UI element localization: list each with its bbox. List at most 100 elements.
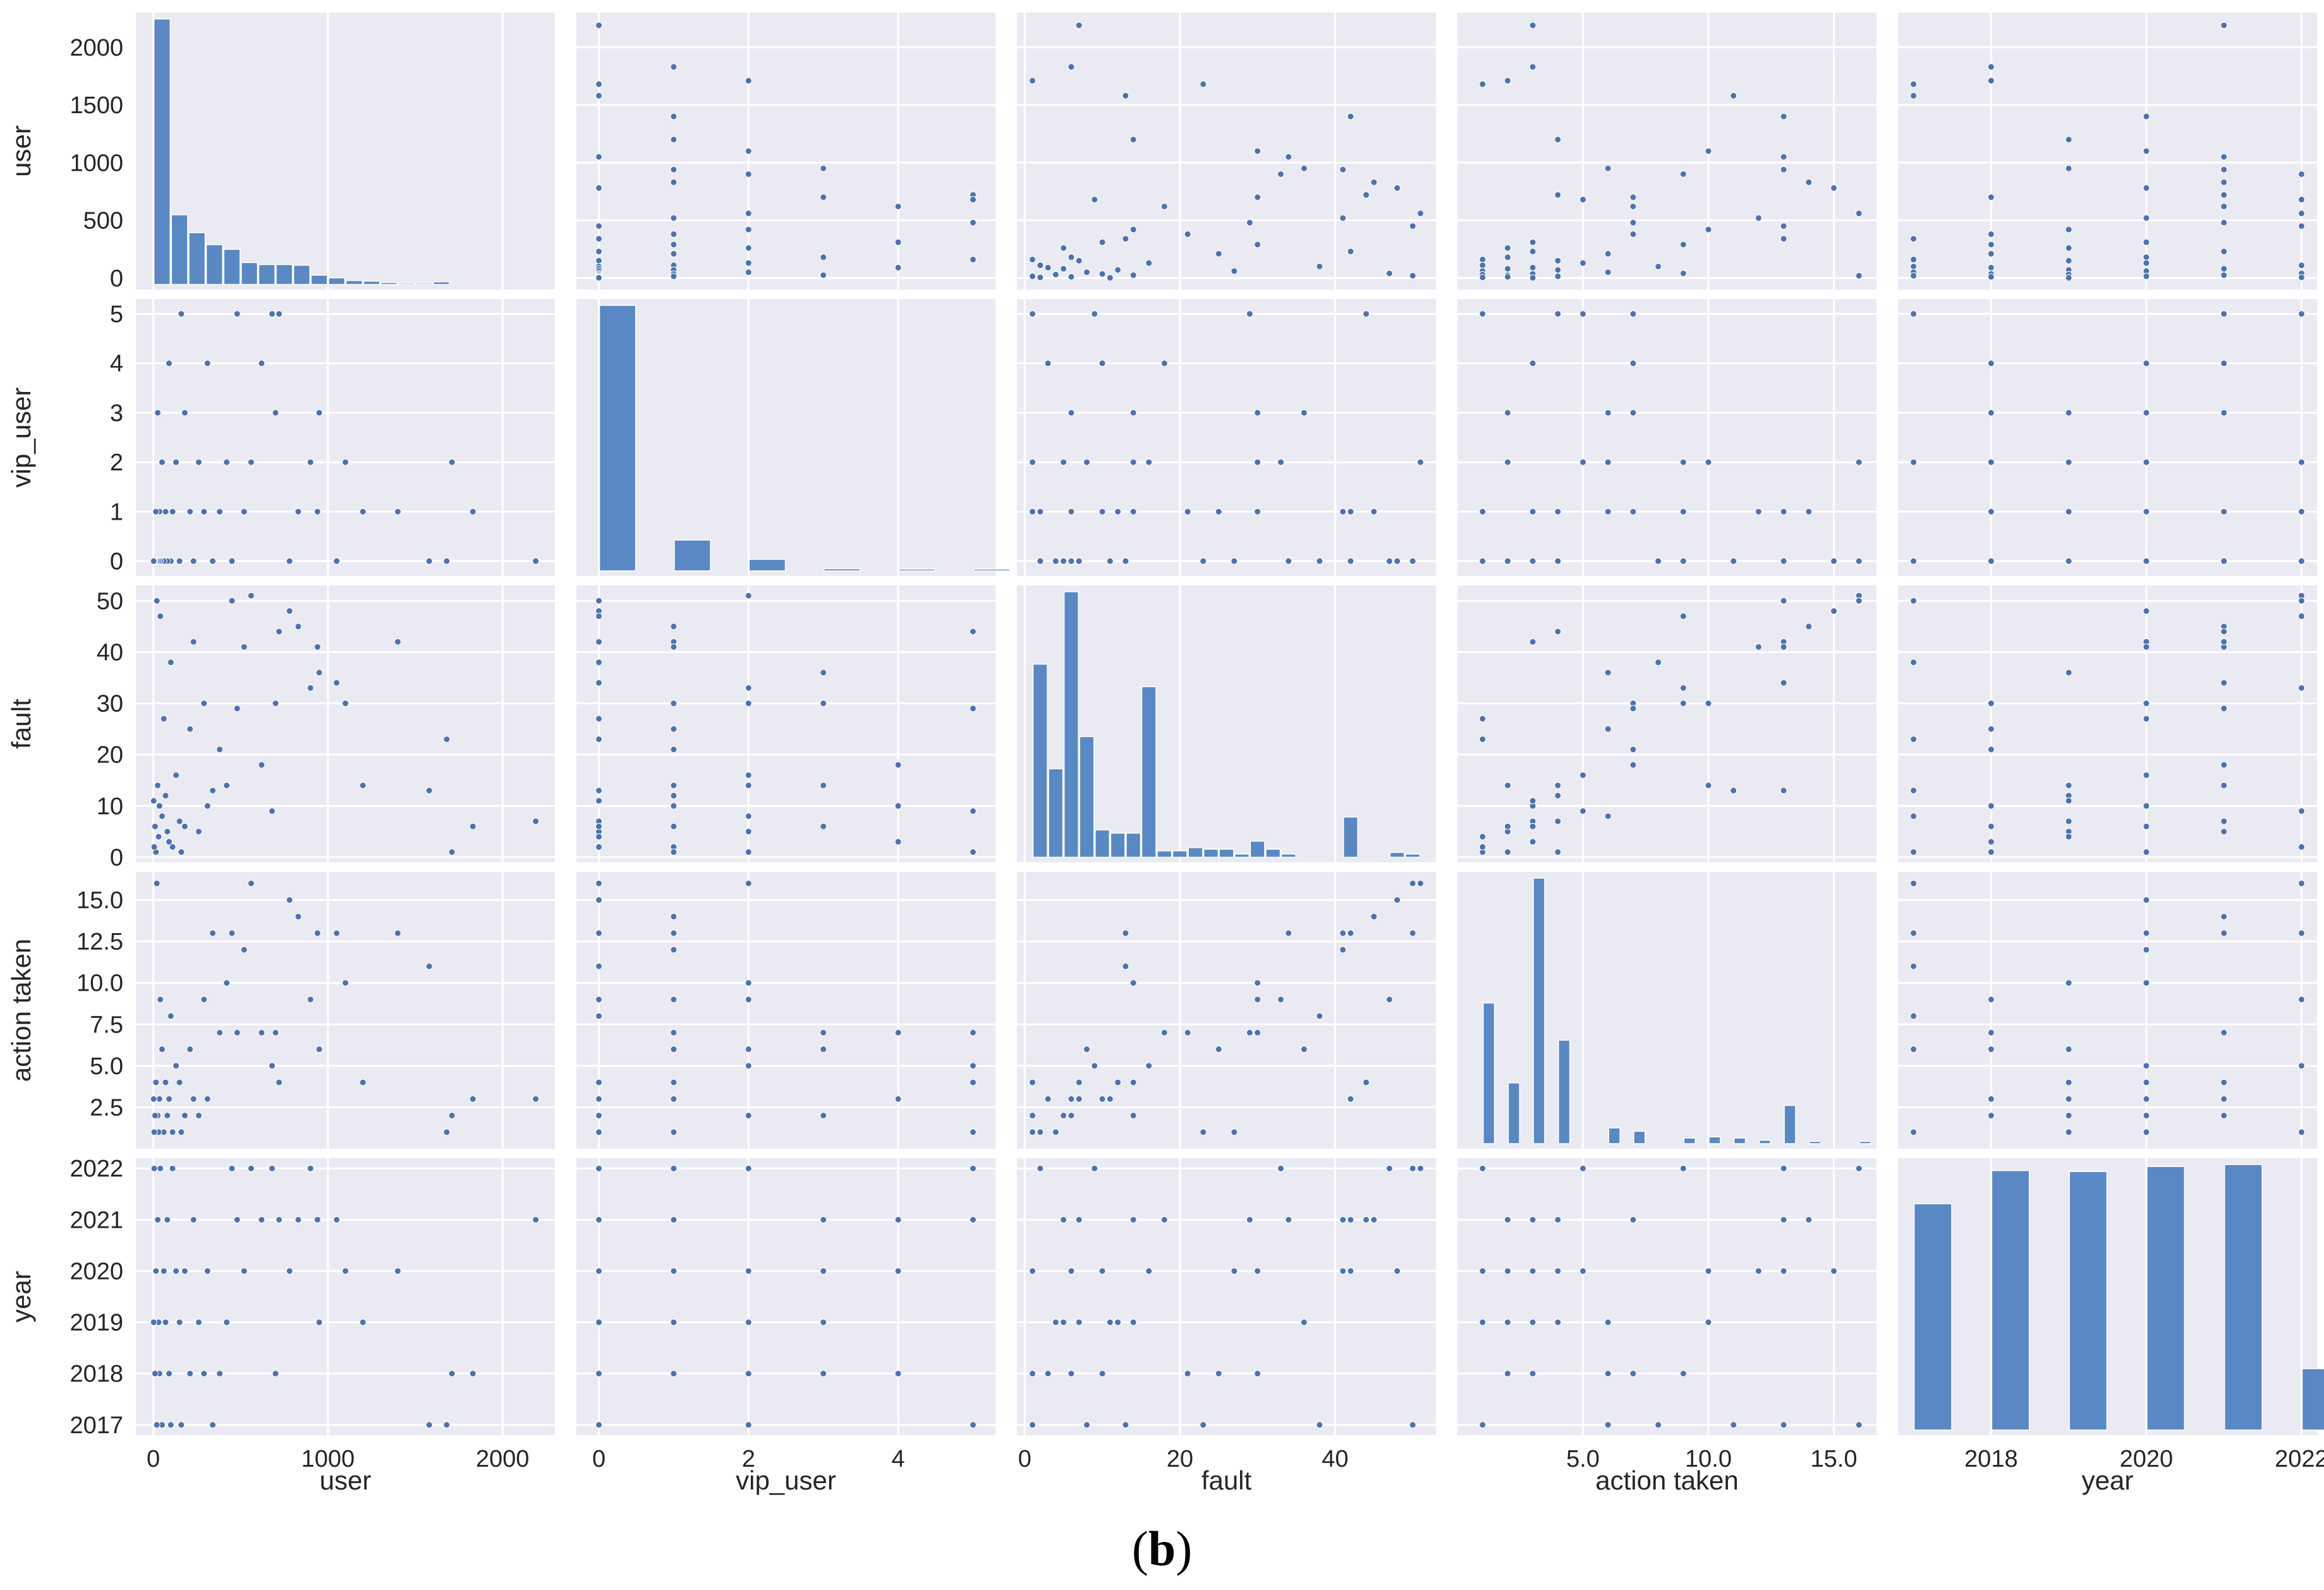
scatter-point	[1987, 409, 1995, 417]
scatter-point	[1629, 219, 1637, 226]
scatter-point	[154, 781, 162, 789]
scatter-point	[1780, 1216, 1787, 1223]
scatter-point	[1554, 628, 1562, 635]
scatter-point	[150, 1095, 157, 1103]
scatter-point	[595, 223, 603, 230]
scatter-point	[2297, 843, 2305, 851]
scatter-point	[745, 828, 752, 835]
histogram-bar	[1188, 847, 1203, 858]
scatter-point	[1755, 1267, 1762, 1275]
scatter-point	[1254, 241, 1262, 248]
panel-user-vs-fault	[1017, 13, 1436, 290]
y-tick-label: 10	[97, 793, 123, 820]
scatter-point	[1604, 725, 1612, 733]
scatter-point	[154, 409, 162, 417]
scatter-point	[1730, 1421, 1737, 1429]
scatter-point	[595, 638, 603, 645]
scatter-point	[1579, 771, 1587, 779]
scatter-point	[1604, 1421, 1612, 1429]
scatter-point	[969, 1165, 976, 1172]
panel-fault-vs-vip-user	[576, 585, 995, 862]
scatter-point	[1316, 1421, 1323, 1429]
scatter-point	[745, 879, 752, 887]
scatter-point	[200, 996, 208, 1003]
scatter-point	[1830, 184, 1838, 192]
scatter-point	[1504, 273, 1511, 281]
scatter-point	[595, 786, 603, 794]
histogram-bar	[1991, 1170, 2030, 1431]
histogram-bar	[1859, 1141, 1871, 1144]
scatter-point	[2065, 1095, 2072, 1103]
scatter-point	[178, 1128, 185, 1136]
scatter-point	[276, 1079, 283, 1086]
scatter-point	[894, 838, 902, 846]
scatter-point	[1037, 262, 1044, 269]
scatter-point	[1479, 262, 1487, 269]
scatter-point	[1655, 659, 1662, 666]
panel-background	[576, 13, 995, 290]
scatter-point	[209, 786, 217, 794]
scatter-point	[969, 196, 976, 204]
scatter-point	[1114, 508, 1122, 515]
scatter-point	[1579, 259, 1587, 267]
scatter-point	[595, 715, 603, 723]
histogram-bar	[276, 264, 293, 285]
scatter-point	[313, 508, 321, 515]
scatter-point	[2143, 823, 2150, 830]
scatter-point	[1254, 1370, 1262, 1378]
scatter-point	[670, 623, 678, 630]
histogram-bar	[310, 274, 328, 285]
scatter-point	[595, 235, 603, 243]
scatter-point	[2220, 705, 2228, 712]
scatter-point	[2065, 226, 2072, 233]
histogram-bar	[1281, 853, 1296, 858]
scatter-point	[1075, 257, 1083, 264]
scatter-point	[1122, 558, 1129, 565]
scatter-point	[820, 1112, 827, 1120]
panel-background	[136, 585, 555, 862]
scatter-point	[216, 746, 224, 754]
scatter-point	[1409, 272, 1416, 279]
scatter-point	[155, 833, 162, 840]
scatter-point	[670, 643, 678, 651]
scatter-point	[1855, 210, 1863, 217]
scatter-point	[670, 1370, 678, 1378]
scatter-point	[1529, 558, 1536, 565]
scatter-point	[469, 1370, 477, 1378]
scatter-point	[2297, 807, 2305, 815]
y-axis-label-year: year	[6, 1271, 36, 1323]
scatter-point	[1075, 21, 1083, 29]
scatter-point	[209, 558, 217, 565]
histogram-bar	[674, 539, 711, 572]
panel-background	[1017, 299, 1436, 576]
scatter-point	[216, 1029, 224, 1036]
scatter-point	[1129, 458, 1137, 466]
scatter-point	[595, 1370, 603, 1378]
scatter-point	[181, 1267, 188, 1275]
scatter-point	[2220, 409, 2228, 417]
scatter-point	[1416, 458, 1424, 466]
x-tick-label: 4	[892, 1446, 905, 1472]
panel-action-taken-vs-fault	[1017, 872, 1436, 1149]
scatter-point	[2220, 219, 2228, 226]
scatter-point	[1629, 761, 1637, 769]
scatter-point	[1052, 558, 1059, 565]
panel-background	[136, 1158, 555, 1435]
scatter-point	[1200, 1128, 1207, 1136]
scatter-point	[2220, 1029, 2228, 1036]
scatter-point	[745, 259, 752, 267]
scatter-point	[2220, 21, 2228, 29]
scatter-point	[1830, 1267, 1838, 1275]
scatter-point	[894, 802, 902, 810]
scatter-point	[1780, 153, 1787, 161]
scatter-point	[2143, 238, 2150, 246]
scatter-point	[2143, 1128, 2150, 1136]
scatter-point	[2220, 1095, 2228, 1103]
scatter-point	[425, 786, 433, 794]
histogram-bar	[432, 281, 450, 285]
scatter-point	[162, 792, 169, 800]
scatter-point	[2297, 196, 2305, 204]
panel-vip-user-vs-user	[136, 299, 555, 576]
scatter-point	[1679, 613, 1687, 620]
scatter-point	[1679, 241, 1687, 248]
